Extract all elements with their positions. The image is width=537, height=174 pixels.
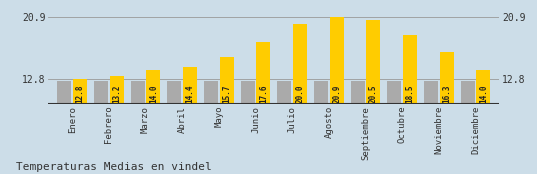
Bar <box>220 57 234 104</box>
Text: 16.3: 16.3 <box>442 85 451 104</box>
Text: 20.9: 20.9 <box>332 85 342 104</box>
Bar <box>57 81 71 104</box>
Bar <box>130 81 144 104</box>
Bar <box>257 42 271 104</box>
Bar <box>440 52 454 104</box>
Text: Temperaturas Medias en vindel: Temperaturas Medias en vindel <box>16 162 212 172</box>
Bar <box>147 70 161 104</box>
Text: 14.0: 14.0 <box>149 85 158 104</box>
Bar <box>403 35 417 104</box>
Bar <box>314 81 328 104</box>
Text: 14.4: 14.4 <box>186 85 194 104</box>
Text: 17.6: 17.6 <box>259 85 268 104</box>
Text: 13.2: 13.2 <box>112 85 121 104</box>
Bar <box>424 81 438 104</box>
Bar <box>366 20 380 104</box>
Bar <box>241 81 255 104</box>
Bar <box>293 24 307 104</box>
Bar <box>476 70 490 104</box>
Bar <box>183 67 197 104</box>
Bar <box>204 81 218 104</box>
Text: 18.5: 18.5 <box>405 85 415 104</box>
Text: 20.5: 20.5 <box>369 85 378 104</box>
Text: 14.0: 14.0 <box>479 85 488 104</box>
Bar <box>73 79 87 104</box>
Bar <box>351 81 365 104</box>
Bar <box>277 81 291 104</box>
Bar <box>110 76 124 104</box>
Text: 12.8: 12.8 <box>76 85 84 104</box>
Bar <box>330 17 344 104</box>
Text: 20.0: 20.0 <box>295 85 304 104</box>
Text: 15.7: 15.7 <box>222 85 231 104</box>
Bar <box>94 81 108 104</box>
Bar <box>387 81 401 104</box>
Bar <box>461 81 475 104</box>
Bar <box>168 81 182 104</box>
